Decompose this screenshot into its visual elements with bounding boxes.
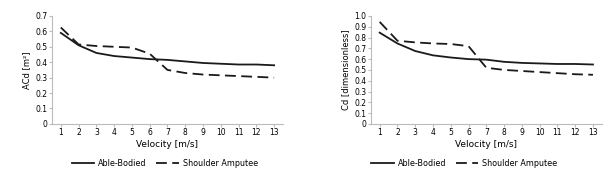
Able-Bodied bbox=[465, 58, 472, 60]
Shoulder Amputee bbox=[465, 45, 472, 47]
Shoulder Amputee bbox=[75, 43, 82, 45]
Shoulder Amputee bbox=[128, 47, 136, 49]
Shoulder Amputee bbox=[235, 75, 242, 77]
Able-Bodied bbox=[571, 63, 579, 65]
Able-Bodied bbox=[589, 64, 596, 66]
Shoulder Amputee bbox=[376, 21, 383, 23]
Able-Bodied bbox=[518, 62, 525, 64]
Able-Bodied bbox=[447, 56, 455, 59]
Able-Bodied bbox=[181, 60, 189, 62]
Shoulder Amputee bbox=[111, 46, 118, 48]
Shoulder Amputee bbox=[500, 69, 508, 71]
Able-Bodied bbox=[393, 42, 401, 45]
Able-Bodied bbox=[554, 63, 561, 65]
X-axis label: Velocity [m/s]: Velocity [m/s] bbox=[455, 140, 518, 149]
X-axis label: Velocity [m/s]: Velocity [m/s] bbox=[136, 140, 199, 149]
Able-Bodied bbox=[536, 62, 543, 64]
Able-Bodied bbox=[75, 44, 82, 46]
Shoulder Amputee bbox=[554, 72, 561, 74]
Shoulder Amputee bbox=[271, 77, 278, 79]
Able-Bodied bbox=[235, 64, 242, 66]
Able-Bodied bbox=[483, 59, 490, 61]
Line: Able-Bodied: Able-Bodied bbox=[379, 33, 593, 65]
Able-Bodied bbox=[93, 52, 100, 54]
Shoulder Amputee bbox=[57, 26, 65, 28]
Able-Bodied bbox=[253, 64, 260, 66]
Shoulder Amputee bbox=[164, 69, 171, 71]
Able-Bodied bbox=[412, 50, 419, 52]
Shoulder Amputee bbox=[217, 74, 224, 76]
Shoulder Amputee bbox=[412, 41, 419, 43]
Line: Shoulder Amputee: Shoulder Amputee bbox=[61, 27, 274, 78]
Able-Bodied bbox=[430, 54, 437, 56]
Shoulder Amputee bbox=[430, 42, 437, 45]
Line: Able-Bodied: Able-Bodied bbox=[61, 33, 274, 65]
Able-Bodied bbox=[217, 63, 224, 65]
Line: Shoulder Amputee: Shoulder Amputee bbox=[379, 22, 593, 75]
Able-Bodied bbox=[128, 56, 136, 59]
Able-Bodied bbox=[199, 62, 207, 64]
Able-Bodied bbox=[111, 55, 118, 57]
Shoulder Amputee bbox=[253, 76, 260, 78]
Able-Bodied bbox=[146, 58, 153, 60]
Shoulder Amputee bbox=[571, 73, 579, 75]
Able-Bodied bbox=[376, 32, 383, 34]
Y-axis label: ACd [m²]: ACd [m²] bbox=[23, 51, 32, 89]
Shoulder Amputee bbox=[146, 53, 153, 55]
Able-Bodied bbox=[57, 32, 65, 34]
Legend: Able-Bodied, Shoulder Amputee: Able-Bodied, Shoulder Amputee bbox=[368, 156, 561, 171]
Y-axis label: Cd [dimensionless]: Cd [dimensionless] bbox=[342, 30, 350, 110]
Able-Bodied bbox=[500, 61, 508, 63]
Shoulder Amputee bbox=[447, 43, 455, 45]
Shoulder Amputee bbox=[589, 74, 596, 76]
Shoulder Amputee bbox=[93, 45, 100, 47]
Shoulder Amputee bbox=[393, 40, 401, 42]
Able-Bodied bbox=[271, 64, 278, 66]
Shoulder Amputee bbox=[518, 70, 525, 72]
Legend: Able-Bodied, Shoulder Amputee: Able-Bodied, Shoulder Amputee bbox=[68, 156, 262, 171]
Able-Bodied bbox=[164, 59, 171, 61]
Shoulder Amputee bbox=[483, 67, 490, 69]
Shoulder Amputee bbox=[536, 71, 543, 73]
Shoulder Amputee bbox=[181, 72, 189, 74]
Shoulder Amputee bbox=[199, 73, 207, 76]
